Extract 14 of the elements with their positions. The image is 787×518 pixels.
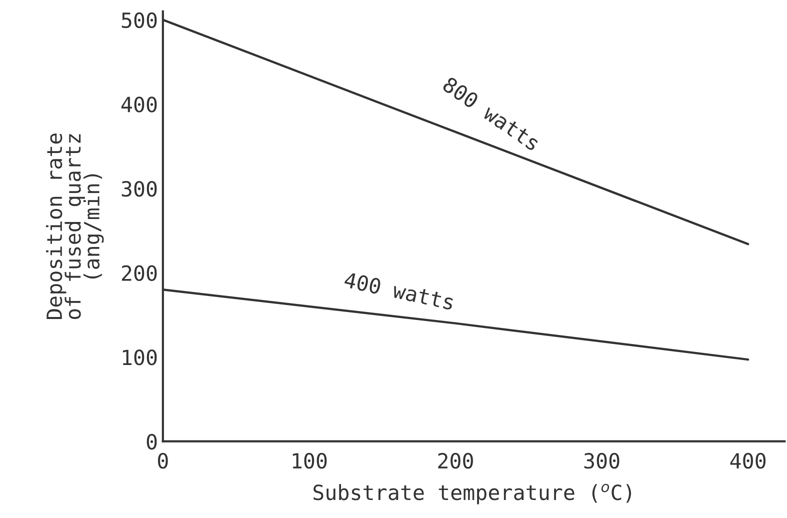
x-tick-label: 400	[730, 452, 766, 469]
text: 400 watts	[344, 272, 454, 310]
y-tick-label: 0	[146, 434, 157, 450]
x-tick-label: 300	[584, 452, 620, 469]
y-tick-label: 100	[122, 350, 157, 366]
x-tick-label: 200	[438, 452, 473, 469]
y-tick-label: 200	[122, 265, 157, 281]
y-tick-label: 400	[121, 96, 157, 112]
y-tick-label: 300	[122, 180, 157, 197]
x-axis-title: Substrate temperature ($^{o}$C)	[314, 484, 632, 504]
x-tick-label: 0	[158, 452, 168, 469]
y-axis-title: Deposition rate of fused quartz (ang/min)	[46, 134, 104, 320]
x-tick-label: 100	[292, 452, 327, 469]
y-tick-label: 500	[122, 12, 157, 28]
